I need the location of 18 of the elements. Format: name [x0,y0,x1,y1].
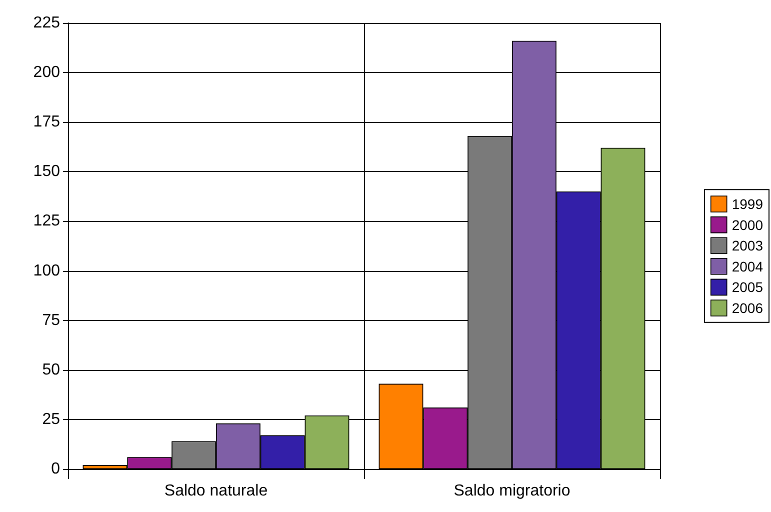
legend-label: 2003 [732,238,764,254]
x-tick-label: Saldo naturale [164,482,268,500]
y-tick-label: 175 [33,114,60,131]
legend-label: 2000 [732,216,764,233]
y-tick-label: 100 [33,262,60,280]
y-tick-label: 225 [33,14,60,32]
legend-label: 1999 [732,196,764,212]
y-tick-label: 25 [42,410,60,428]
legend-label: 2005 [732,279,764,296]
y-tick-label: 50 [42,361,60,378]
y-tick-label: 0 [51,460,60,478]
y-tick-label: 150 [33,163,60,180]
x-tick-label: Saldo migratorio [454,482,570,500]
y-tick-label: 125 [33,212,60,230]
y-tick-label: 200 [33,64,60,82]
y-tick-label: 75 [42,312,60,329]
legend-label: 2006 [732,300,764,316]
legend-label: 2004 [732,258,764,274]
